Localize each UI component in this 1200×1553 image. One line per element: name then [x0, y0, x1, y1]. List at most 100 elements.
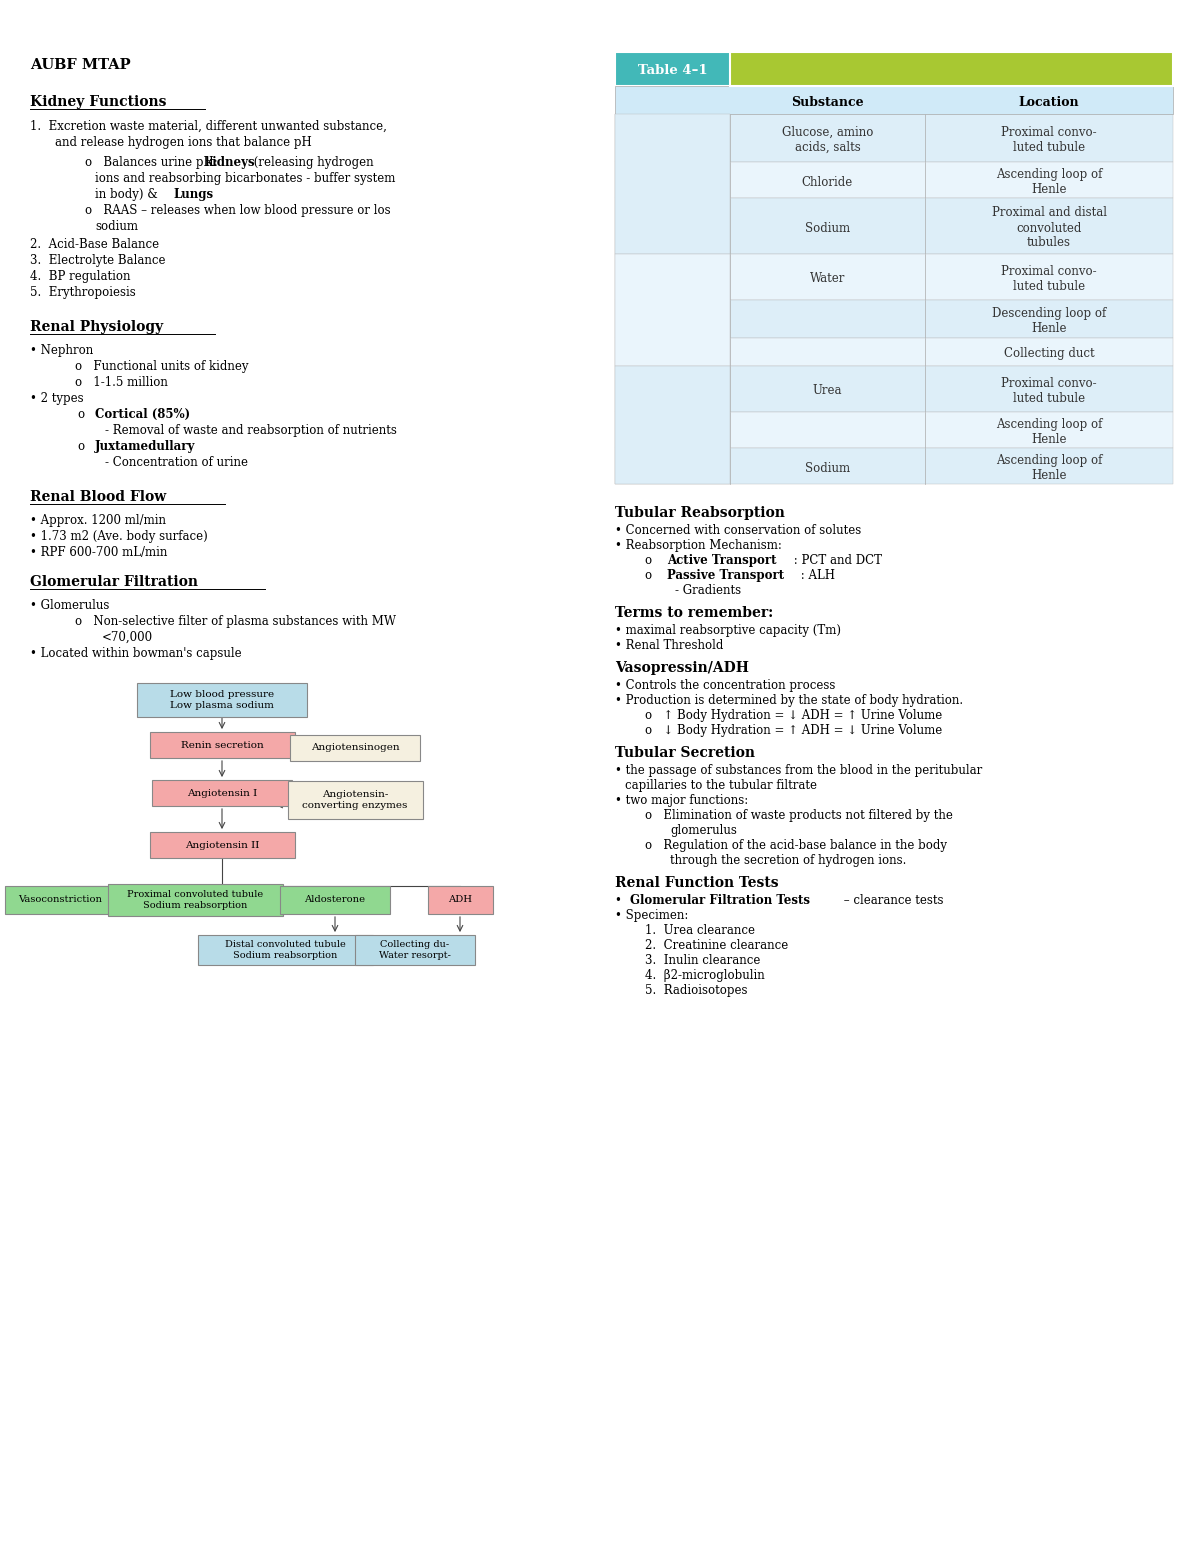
Text: o   1-1.5 million: o 1-1.5 million: [74, 376, 168, 388]
Bar: [616, 197, 1174, 255]
Bar: [616, 162, 1174, 197]
Text: Proximal convo-
luted tubule: Proximal convo- luted tubule: [1001, 266, 1097, 294]
Text: : PCT and DCT: : PCT and DCT: [790, 554, 882, 567]
Text: o   ↑ Body Hydration = ↓ ADH = ↑ Urine Volume: o ↑ Body Hydration = ↓ ADH = ↑ Urine Vol…: [646, 710, 942, 722]
Text: Active
transport: Active transport: [644, 172, 701, 200]
Text: kidneys: kidneys: [205, 155, 256, 169]
Bar: [5, 887, 115, 915]
Bar: [150, 832, 294, 857]
Text: Lungs: Lungs: [173, 188, 214, 200]
Text: o: o: [646, 568, 664, 582]
Text: and release hydrogen ions that balance pH: and release hydrogen ions that balance p…: [55, 137, 312, 149]
Text: 1.  Excretion waste material, different unwanted substance,: 1. Excretion waste material, different u…: [30, 120, 386, 134]
Text: 4.  BP regulation: 4. BP regulation: [30, 270, 131, 283]
Text: 2.  Acid-Base Balance: 2. Acid-Base Balance: [30, 238, 160, 252]
Bar: [355, 935, 475, 964]
Bar: [150, 731, 294, 758]
Text: - Concentration of urine: - Concentration of urine: [106, 457, 248, 469]
Text: Sodium: Sodium: [805, 461, 850, 475]
Bar: [616, 51, 1174, 85]
Bar: [616, 412, 1174, 447]
Text: • Concerned with conservation of solutes: • Concerned with conservation of solutes: [616, 523, 862, 537]
Bar: [108, 884, 282, 916]
Text: o   ↓ Body Hydration = ↑ ADH = ↓ Urine Volume: o ↓ Body Hydration = ↑ ADH = ↓ Urine Vol…: [646, 724, 942, 738]
Text: Terms to remember:: Terms to remember:: [616, 606, 773, 620]
Text: Angiotensin II: Angiotensin II: [185, 840, 259, 849]
Text: Ascending loop of
Henle: Ascending loop of Henle: [996, 453, 1102, 481]
Text: • Reabsorption Mechanism:: • Reabsorption Mechanism:: [616, 539, 782, 551]
Text: Vasopressin/ADH: Vasopressin/ADH: [616, 662, 749, 676]
Text: Renal Function Tests: Renal Function Tests: [616, 876, 779, 890]
Bar: [616, 300, 1174, 339]
Text: Proximal convo-
luted tubule: Proximal convo- luted tubule: [1001, 126, 1097, 154]
Text: 5.  Erythropoiesis: 5. Erythropoiesis: [30, 286, 136, 300]
Text: Glucose, amino
acids, salts: Glucose, amino acids, salts: [782, 126, 874, 154]
Text: 4.  β2-microglobulin: 4. β2-microglobulin: [646, 969, 764, 981]
Bar: [152, 780, 292, 806]
Text: Descending loop of
Henle: Descending loop of Henle: [992, 307, 1106, 335]
Text: • Glomerulus: • Glomerulus: [30, 599, 109, 612]
Text: ions and reabsorbing bicarbonates - buffer system: ions and reabsorbing bicarbonates - buff…: [95, 172, 395, 185]
Text: o   Balances urine pH:: o Balances urine pH:: [85, 155, 222, 169]
Text: Urea: Urea: [812, 385, 842, 398]
Bar: [198, 935, 372, 964]
Text: • RPF 600-700 mL/min: • RPF 600-700 mL/min: [30, 547, 167, 559]
Bar: [616, 113, 1174, 162]
Text: • Nephron: • Nephron: [30, 345, 94, 357]
Text: Kidney Functions: Kidney Functions: [30, 95, 167, 109]
Text: Distal convoluted tubule
Sodium reabsorption: Distal convoluted tubule Sodium reabsorp…: [224, 940, 346, 960]
Bar: [616, 367, 1174, 412]
Bar: [616, 367, 730, 485]
Text: Juxtamedullary: Juxtamedullary: [95, 439, 196, 453]
Text: • 2 types: • 2 types: [30, 391, 84, 405]
Text: Vasoconstriction: Vasoconstriction: [18, 896, 102, 904]
Text: Collecting duct: Collecting duct: [1003, 348, 1094, 360]
Text: • Controls the concentration process: • Controls the concentration process: [616, 679, 835, 693]
Text: Water: Water: [810, 272, 845, 286]
Bar: [280, 887, 390, 915]
Text: – clearance tests: – clearance tests: [840, 895, 943, 907]
Text: Tubular Reabsorption: Tubular Reabsorption: [862, 64, 1040, 78]
Text: Substance: Substance: [791, 95, 864, 109]
Text: Cortical (85%): Cortical (85%): [95, 408, 190, 421]
Text: Angiotensinogen: Angiotensinogen: [311, 744, 400, 753]
Text: Angiotensin I: Angiotensin I: [187, 789, 257, 798]
Text: o   Regulation of the acid-base balance in the body: o Regulation of the acid-base balance in…: [646, 839, 947, 853]
Text: Active Transport: Active Transport: [667, 554, 776, 567]
Text: • two major functions:: • two major functions:: [616, 794, 749, 808]
Text: sodium: sodium: [95, 221, 138, 233]
Text: Glomerular Filtration: Glomerular Filtration: [30, 575, 198, 589]
Text: • Renal Threshold: • Renal Threshold: [616, 638, 724, 652]
Bar: [616, 255, 1174, 300]
Text: • Specimen:: • Specimen:: [616, 909, 689, 922]
Text: 2.  Creatinine clearance: 2. Creatinine clearance: [646, 940, 788, 952]
Text: (releasing hydrogen: (releasing hydrogen: [250, 155, 373, 169]
Text: • Production is determined by the state of body hydration.: • Production is determined by the state …: [616, 694, 964, 707]
Bar: [288, 781, 422, 818]
Text: Tubular Secretion: Tubular Secretion: [616, 745, 755, 759]
Text: o   Elimination of waste products not filtered by the: o Elimination of waste products not filt…: [646, 809, 953, 822]
Text: Renin secretion: Renin secretion: [181, 741, 263, 750]
Text: • Located within bowman's capsule: • Located within bowman's capsule: [30, 648, 241, 660]
Bar: [137, 683, 307, 717]
Text: 1.  Urea clearance: 1. Urea clearance: [646, 924, 755, 936]
Text: Ascending loop of
Henle: Ascending loop of Henle: [996, 168, 1102, 196]
Text: Glomerular Filtration Tests: Glomerular Filtration Tests: [630, 895, 810, 907]
Bar: [616, 113, 730, 255]
Text: Table 4–1: Table 4–1: [637, 65, 707, 78]
Text: 5.  Radioisotopes: 5. Radioisotopes: [646, 985, 748, 997]
Text: Sodium: Sodium: [805, 222, 850, 235]
Text: through the secretion of hydrogen ions.: through the secretion of hydrogen ions.: [670, 854, 906, 867]
Text: o: o: [78, 439, 96, 453]
Text: Proximal convo-
luted tubule: Proximal convo- luted tubule: [1001, 377, 1097, 405]
Text: : ALH: : ALH: [797, 568, 835, 582]
Text: o   Functional units of kidney: o Functional units of kidney: [74, 360, 248, 373]
Text: •: •: [616, 895, 625, 907]
Text: • maximal reabsorptive capacity (Tm): • maximal reabsorptive capacity (Tm): [616, 624, 841, 637]
Text: glomerulus: glomerulus: [670, 825, 737, 837]
Text: - Gradients: - Gradients: [674, 584, 742, 596]
Text: Renal Physiology: Renal Physiology: [30, 320, 163, 334]
Text: • the passage of substances from the blood in the peritubular: • the passage of substances from the blo…: [616, 764, 983, 776]
Text: Chloride: Chloride: [802, 175, 853, 188]
Bar: [616, 85, 1174, 113]
